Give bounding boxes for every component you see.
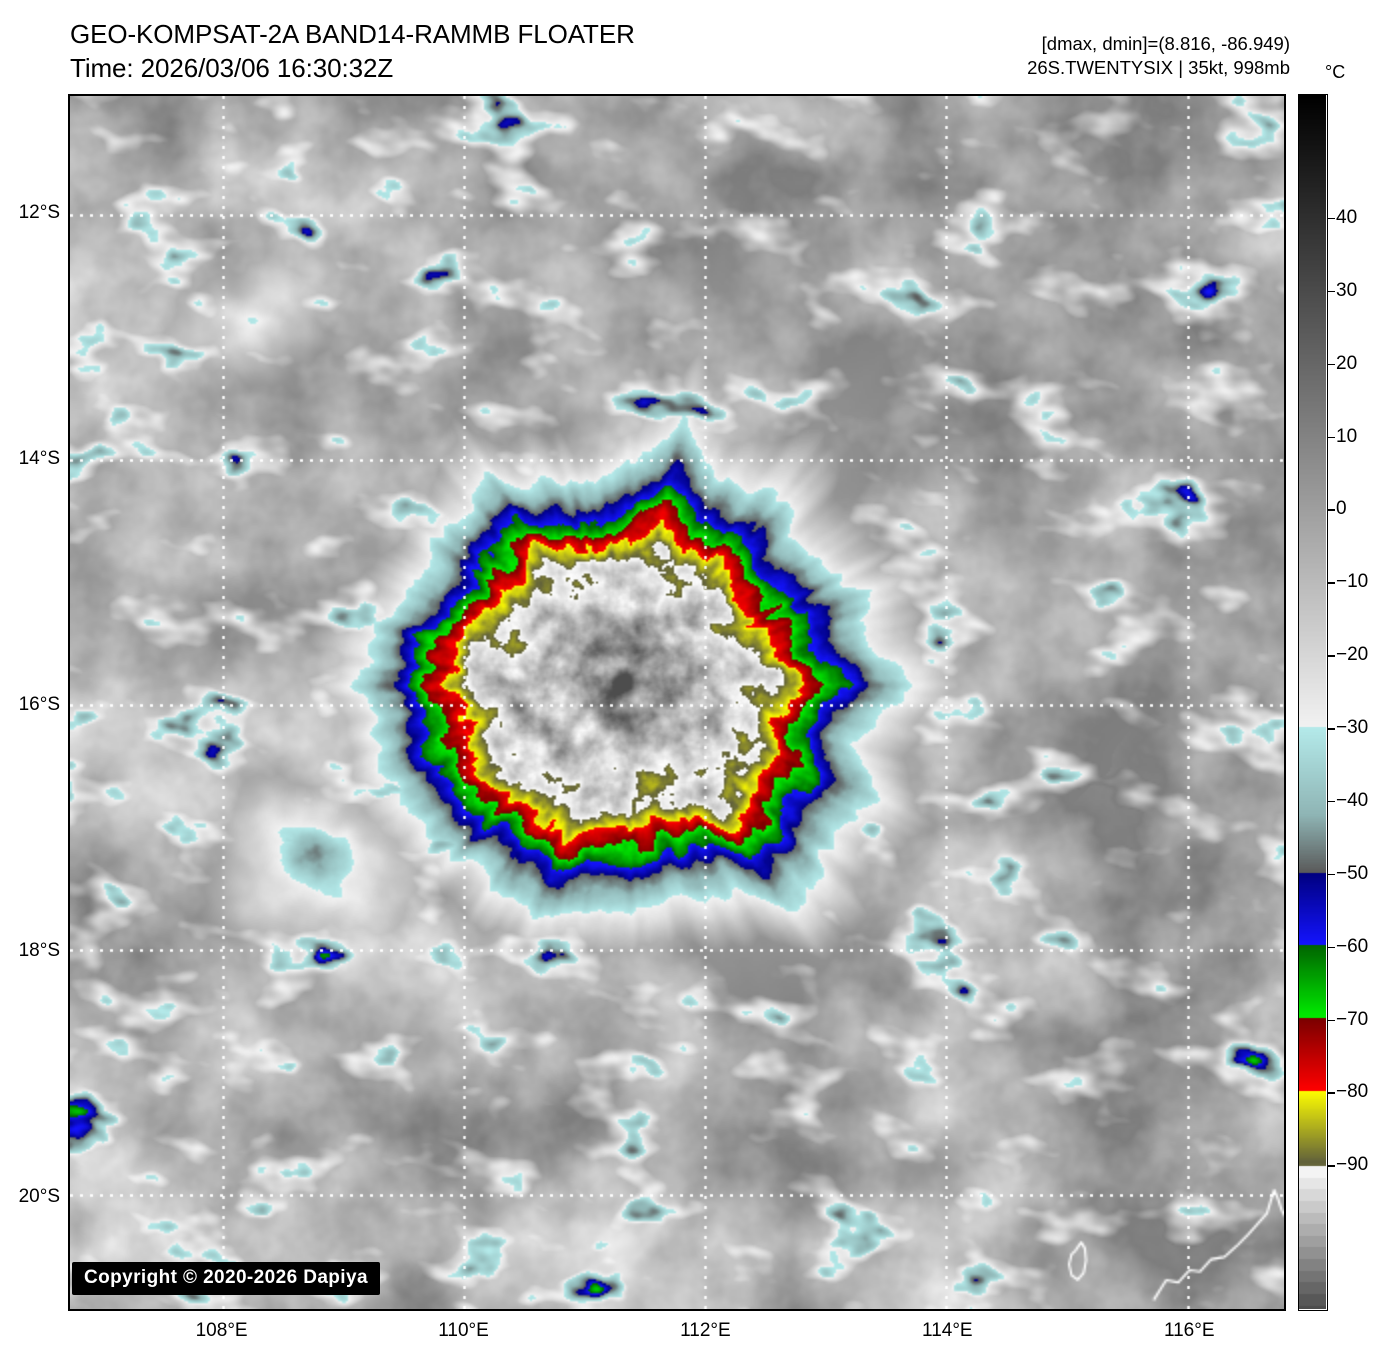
temperature-colorbar[interactable]	[1298, 94, 1328, 1311]
y-axis-tick-label: 14°S	[18, 448, 60, 470]
colorbar-tick-label: −50	[1336, 862, 1369, 884]
x-axis-tick-label: 110°E	[438, 1320, 489, 1341]
colorbar-tick-mark	[1328, 1165, 1335, 1167]
colorbar-tick-label: 10	[1336, 425, 1358, 447]
colorbar-tick-label: −70	[1336, 1008, 1369, 1030]
metadata-block: [dmax, dmin]=(8.816, -86.949) 26S.TWENTY…	[1027, 32, 1290, 81]
y-axis-tick-label: 18°S	[18, 939, 60, 961]
colorbar-tick-label: −90	[1336, 1154, 1369, 1176]
colorbar-tick-mark	[1328, 655, 1335, 657]
page-title: GEO-KOMPSAT-2A BAND14-RAMMB FLOATER	[70, 19, 635, 49]
y-axis-tick-label: 20°S	[18, 1185, 60, 1207]
colorbar-tick-mark	[1328, 1092, 1335, 1094]
y-axis-tick-label: 16°S	[18, 693, 60, 715]
colorbar-tick-label: −80	[1336, 1081, 1369, 1103]
timestamp-label: Time: 2026/03/06 16:30:32Z	[70, 52, 394, 83]
colorbar-tick-mark	[1328, 800, 1335, 803]
x-axis-tick-label: 112°E	[680, 1320, 731, 1341]
x-axis-tick-label: 114°E	[922, 1320, 973, 1341]
colorbar-tick-label: 30	[1336, 279, 1358, 301]
colorbar-tick-label: −10	[1336, 571, 1369, 593]
colorbar-tick-label: 40	[1336, 206, 1358, 228]
storm-info-label: 26S.TWENTYSIX | 35kt, 998mb	[1027, 57, 1290, 79]
satellite-imagery-canvas	[70, 96, 1284, 1309]
colorbar-tick-label: −20	[1336, 644, 1369, 666]
colorbar-tick-mark	[1328, 1019, 1335, 1021]
colorbar-tick-mark	[1328, 873, 1335, 876]
colorbar-tick-mark	[1328, 436, 1335, 438]
colorbar-tick-label: −40	[1336, 789, 1369, 811]
colorbar-tick-label: 0	[1336, 498, 1347, 520]
colorbar-tick-mark	[1328, 582, 1335, 584]
satellite-image-plot[interactable]: Copyright © 2020-2026 Dapiya	[68, 94, 1286, 1311]
title-block: GEO-KOMPSAT-2A BAND14-RAMMB FLOATER Time…	[70, 18, 635, 86]
copyright-watermark: Copyright © 2020-2026 Dapiya	[72, 1262, 380, 1295]
y-axis-tick-label: 12°S	[18, 202, 60, 224]
colorbar-gradient	[1299, 95, 1326, 1309]
colorbar-tick-mark	[1328, 363, 1335, 366]
colorbar-tick-mark	[1328, 217, 1335, 220]
colorbar-tick-mark	[1328, 946, 1335, 949]
colorbar-tick-label: −60	[1336, 935, 1369, 957]
colorbar-tick-mark	[1328, 509, 1335, 511]
colorbar-tick-label: 20	[1336, 352, 1358, 374]
colorbar-unit-label: °C	[1325, 62, 1346, 82]
colorbar-tick-label: −30	[1336, 717, 1369, 738]
colorbar-tick-mark	[1328, 290, 1335, 293]
x-axis-tick-label: 116°E	[1163, 1320, 1215, 1341]
dmax-dmin-label: [dmax, dmin]=(8.816, -86.949)	[1041, 33, 1290, 54]
x-axis-tick-label: 108°E	[195, 1320, 248, 1341]
colorbar-tick-mark	[1328, 728, 1335, 730]
